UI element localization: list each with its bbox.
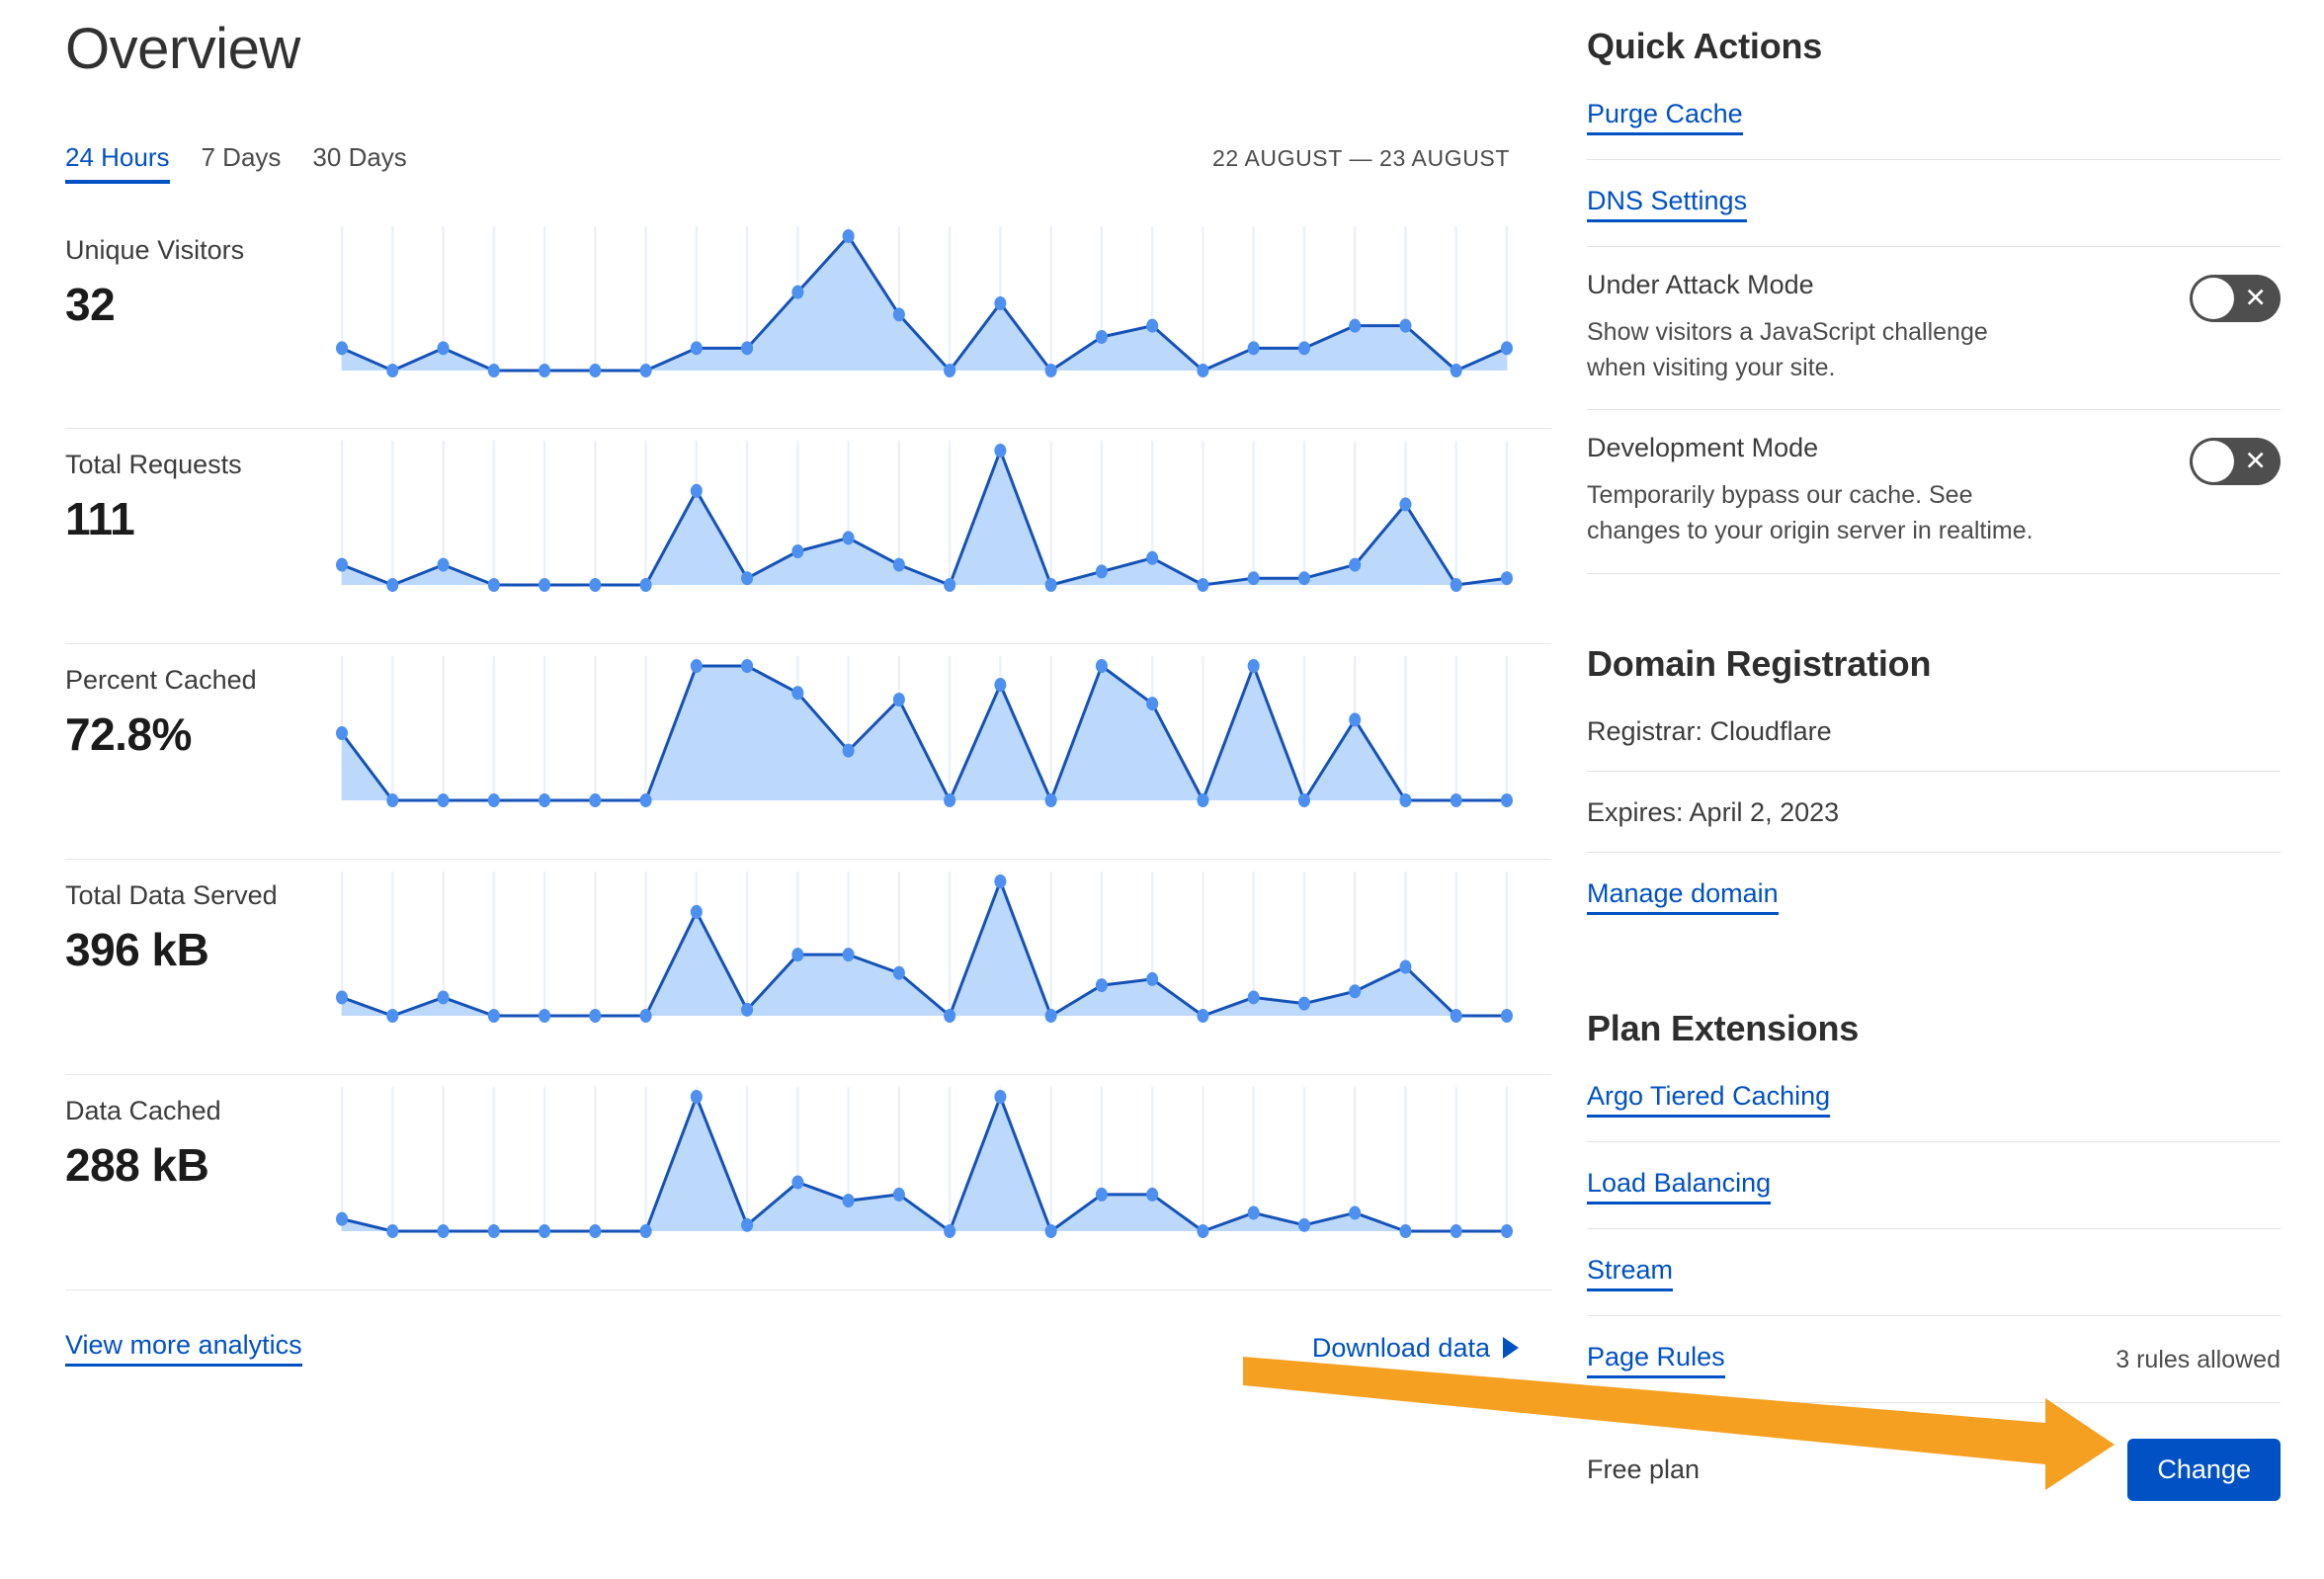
sparkline-chart-percent-cached bbox=[336, 655, 1513, 807]
metric-row-data-cached: Data Cached 288 kB bbox=[65, 1075, 1551, 1290]
under-attack-mode-description: Show visitors a JavaScript challenge whe… bbox=[1587, 317, 1988, 381]
domain-registration-title: Domain Registration bbox=[1587, 642, 1932, 684]
plan-extension-stream: Stream bbox=[1587, 1229, 2281, 1316]
development-mode-description: Temporarily bypass our cache. See change… bbox=[1587, 481, 2034, 545]
domain-registrar-row: Registrar: Cloudflare bbox=[1587, 685, 2281, 772]
sparkline-chart-total-requests bbox=[336, 440, 1513, 592]
registrar-value: Registrar: Cloudflare bbox=[1587, 715, 1832, 746]
manage-domain-row: Manage domain bbox=[1587, 853, 2281, 939]
tab-list: 24 Hours 7 Days 30 Days bbox=[65, 142, 407, 184]
development-mode-label: Development Mode bbox=[1587, 433, 1819, 463]
development-mode-toggle[interactable]: ✕ bbox=[2190, 438, 2281, 486]
view-more-analytics-link[interactable]: View more analytics bbox=[65, 1330, 302, 1367]
tab-7-days[interactable]: 7 Days bbox=[201, 141, 282, 172]
metric-info: Unique Visitors 32 bbox=[65, 214, 330, 331]
plan-extension-load-balancing: Load Balancing bbox=[1587, 1142, 2281, 1229]
load-balancing-link[interactable]: Load Balancing bbox=[1587, 1168, 1772, 1205]
under-attack-mode-toggle[interactable]: ✕ bbox=[2190, 275, 2281, 322]
analytics-panel: Overview 24 Hours 7 Days 30 Days 22 AUGU… bbox=[65, 17, 1551, 1367]
metric-info: Percent Cached 72.8% bbox=[65, 644, 330, 761]
sparkline-container bbox=[330, 214, 1551, 388]
page-rules-allowance: 3 rules allowed bbox=[2116, 1345, 2281, 1373]
change-button[interactable]: Change bbox=[2127, 1438, 2281, 1501]
metric-label: Percent Cached bbox=[65, 664, 257, 695]
metric-row-percent-cached: Percent Cached 72.8% bbox=[65, 644, 1551, 860]
metric-info: Total Data Served 396 kB bbox=[65, 860, 330, 976]
metric-label: Data Cached bbox=[65, 1095, 221, 1125]
page-rules-link[interactable]: Page Rules bbox=[1587, 1342, 1725, 1378]
page-title: Overview bbox=[65, 17, 300, 81]
metric-list: Unique Visitors 32 Total Requests 111 bbox=[65, 213, 1551, 1290]
metric-label: Total Requests bbox=[65, 449, 242, 479]
sparkline-container bbox=[330, 644, 1551, 818]
download-data-link[interactable]: Download data bbox=[1312, 1333, 1519, 1364]
metric-value: 111 bbox=[65, 493, 135, 545]
metric-row-total-requests: Total Requests 111 bbox=[65, 429, 1551, 644]
quick-action-purge-cache: Purge Cache bbox=[1587, 67, 2281, 160]
plan-name: Free plan bbox=[1587, 1454, 1701, 1484]
plan-summary-row: Free plan Change bbox=[1587, 1403, 2281, 1501]
x-icon: ✕ bbox=[2244, 283, 2267, 313]
argo-tiered-caching-link[interactable]: Argo Tiered Caching bbox=[1587, 1081, 1831, 1118]
tab-30-days[interactable]: 30 Days bbox=[312, 141, 407, 172]
date-range-label: 22 AUGUST — 23 AUGUST bbox=[1211, 144, 1510, 171]
metric-value: 396 kB bbox=[65, 924, 209, 976]
development-mode-row: Development Mode Temporarily bypass our … bbox=[1587, 410, 2281, 574]
toggle-texts: Under Attack Mode Show visitors a JavaSc… bbox=[1587, 269, 2190, 385]
toggle-knob bbox=[2193, 441, 2234, 483]
metric-label: Total Data Served bbox=[65, 879, 278, 910]
tab-24-hours[interactable]: 24 Hours bbox=[65, 142, 170, 184]
sparkline-container bbox=[330, 860, 1551, 1034]
play-triangle-icon bbox=[1503, 1337, 1519, 1360]
metric-info: Total Requests 111 bbox=[65, 429, 330, 545]
x-icon: ✕ bbox=[2244, 446, 2267, 476]
expires-value: Expires: April 2, 2023 bbox=[1587, 796, 1840, 827]
domain-expires-row: Expires: April 2, 2023 bbox=[1587, 772, 2281, 853]
toggle-texts: Development Mode Temporarily bypass our … bbox=[1587, 432, 2190, 548]
plan-extensions-title: Plan Extensions bbox=[1587, 1007, 1860, 1048]
download-data-label: Download data bbox=[1311, 1332, 1490, 1363]
under-attack-mode-label: Under Attack Mode bbox=[1587, 270, 1814, 299]
sparkline-chart-data-cached bbox=[336, 1086, 1513, 1238]
quick-actions-title: Quick Actions bbox=[1587, 26, 1823, 66]
analytics-footer-links: View more analytics Download data bbox=[65, 1330, 1551, 1367]
metric-info: Data Cached 288 kB bbox=[65, 1075, 330, 1192]
sparkline-container bbox=[330, 429, 1551, 603]
metric-value: 72.8% bbox=[65, 708, 192, 761]
toggle-knob bbox=[2193, 278, 2234, 319]
plan-extension-argo: Argo Tiered Caching bbox=[1587, 1049, 2281, 1142]
metric-label: Unique Visitors bbox=[65, 234, 245, 265]
metric-row-total-data-served: Total Data Served 396 kB bbox=[65, 860, 1551, 1075]
metric-value: 32 bbox=[65, 279, 116, 331]
metric-row-unique-visitors: Unique Visitors 32 bbox=[65, 213, 1551, 429]
quick-action-dns-settings: DNS Settings bbox=[1587, 160, 2281, 247]
dns-settings-link[interactable]: DNS Settings bbox=[1587, 186, 1748, 222]
sidebar-panel: Quick Actions Purge Cache DNS Settings U… bbox=[1551, 0, 2324, 1579]
purge-cache-link[interactable]: Purge Cache bbox=[1587, 99, 1743, 135]
sparkline-chart-total-data-served bbox=[336, 871, 1513, 1023]
stream-link[interactable]: Stream bbox=[1587, 1255, 1674, 1291]
time-range-tabs: 24 Hours 7 Days 30 Days 22 AUGUST — 23 A… bbox=[65, 142, 1551, 184]
manage-domain-link[interactable]: Manage domain bbox=[1587, 878, 1779, 915]
metric-value: 288 kB bbox=[65, 1139, 209, 1192]
sparkline-chart-unique-visitors bbox=[336, 225, 1513, 377]
sparkline-container bbox=[330, 1075, 1551, 1249]
under-attack-mode-row: Under Attack Mode Show visitors a JavaSc… bbox=[1587, 247, 2281, 411]
plan-extension-page-rules: Page Rules 3 rules allowed bbox=[1587, 1316, 2281, 1403]
